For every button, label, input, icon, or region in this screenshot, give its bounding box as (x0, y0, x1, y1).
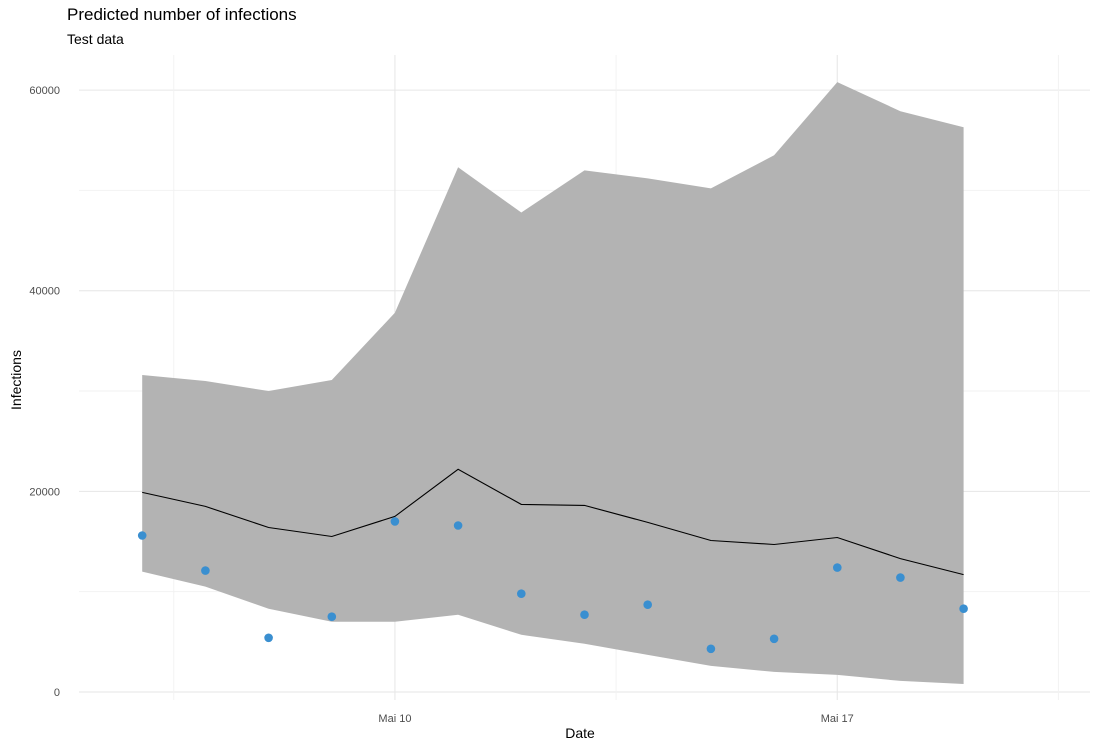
observed-point (769, 634, 779, 644)
observed-point (201, 566, 210, 575)
chart-title: Predicted number of infections (67, 5, 297, 24)
prediction-interval-band (142, 82, 964, 685)
observed-point (517, 589, 526, 598)
observed-point (264, 633, 273, 643)
y-tick-label: 60000 (29, 85, 60, 97)
observed-point (643, 600, 652, 609)
observed-point (580, 610, 589, 619)
y-tick-label: 20000 (29, 486, 60, 498)
observed-point (833, 563, 842, 572)
observed-point (453, 521, 463, 530)
observed-point (706, 644, 716, 654)
x-tick-label: Mai 10 (378, 713, 411, 725)
observed-point (137, 531, 147, 540)
chart-subtitle: Test data (67, 31, 124, 47)
observed-point (896, 573, 905, 582)
observed-point (327, 612, 337, 621)
observed-point (390, 517, 400, 526)
y-tick-label: 40000 (29, 286, 60, 298)
predicted-line (142, 468, 964, 576)
y-axis-label: Infections (8, 350, 24, 410)
x-tick-label: Mai 17 (821, 713, 854, 725)
x-axis-label: Date (565, 725, 595, 741)
y-tick-label: 0 (54, 687, 60, 699)
observed-point (959, 604, 968, 613)
